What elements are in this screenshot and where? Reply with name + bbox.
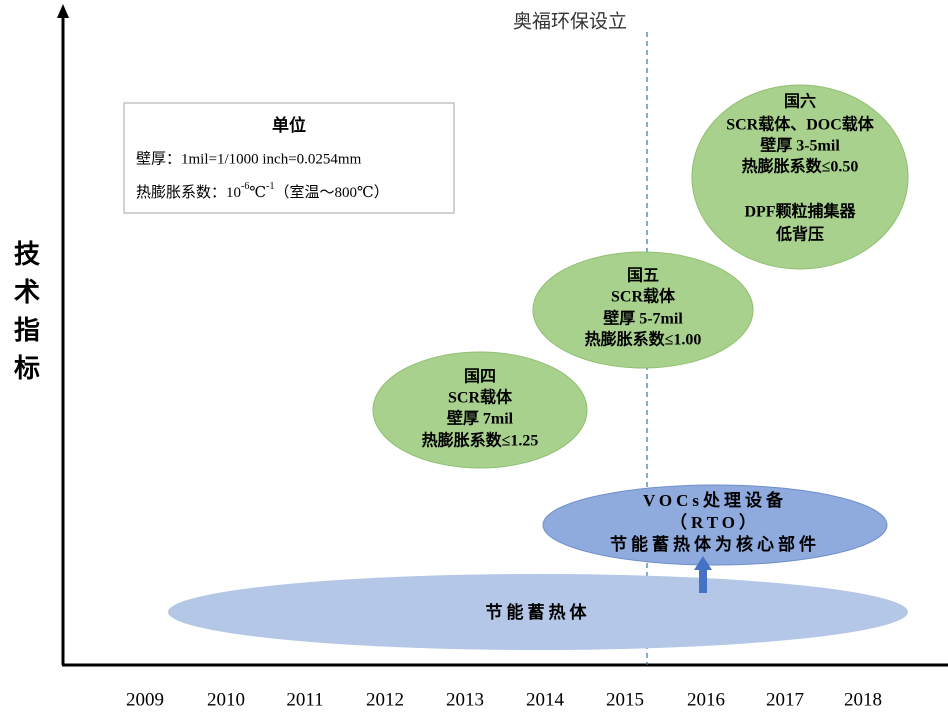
node-text: 壁厚 3-5mil (760, 136, 840, 155)
year-label: 2009 (126, 689, 164, 710)
year-label: 2010 (207, 689, 245, 710)
y-axis-arrow (57, 4, 69, 18)
cte-mid: ℃ (249, 185, 266, 201)
cte-exp1: -6 (241, 181, 249, 192)
year-label: 2017 (766, 689, 804, 710)
node-text: VOCs处理设备 (643, 490, 787, 510)
legend-title: 单位 (272, 115, 306, 135)
node-text: 国五 (627, 267, 659, 285)
guo6-ellipse (691, 84, 909, 270)
node-text: 节能蓄热体为核心部件 (610, 534, 820, 554)
node-text: 国四 (464, 368, 496, 386)
year-label: 2013 (446, 689, 484, 710)
node-text: 热膨胀系数≤0.50 (742, 157, 859, 176)
node-text: 热膨胀系数≤1.00 (585, 330, 702, 349)
y-axis-label: 技术指标 (11, 240, 40, 392)
cte-prefix: 热膨胀系数：10 (136, 184, 241, 201)
node-text: （RTO） (670, 512, 760, 532)
cte-suffix: （室温～800℃） (274, 184, 388, 201)
year-label: 2011 (286, 689, 323, 710)
node-text: 壁厚 5-7mil (603, 309, 683, 328)
milestone-label: 奥福环保设立 (513, 11, 627, 33)
node-text: 低背压 (775, 225, 824, 244)
cte-exp2: -1 (266, 181, 274, 192)
node-text: 国六 (784, 92, 816, 111)
year-label: 2018 (844, 689, 882, 710)
texts: 2009 2010 2011 2012 2013 2014 2015 2016 2017 2018… (126, 92, 882, 711)
legend-cte: 热膨胀系数：10-6℃-1（室温～800℃） (136, 181, 389, 201)
node-text: SCR载体、DOC载体 (726, 115, 875, 134)
guo5-ellipse (532, 251, 754, 369)
base-ellipse (168, 574, 908, 650)
node-text: DPF颗粒捕集器 (744, 202, 856, 221)
node-text: 节能蓄热体 (486, 602, 591, 622)
rto-ellipse (542, 484, 888, 566)
node-text: 热膨胀系数≤1.25 (422, 431, 539, 450)
guo4-ellipse (372, 351, 588, 469)
node-text: 壁厚 7mil (447, 409, 514, 428)
up-arrow-head (694, 556, 712, 570)
year-label: 2016 (687, 689, 725, 710)
year-label: 2014 (526, 689, 565, 710)
legend-wall: 壁厚：1mil=1/1000 inch=0.0254mm (136, 150, 362, 167)
year-label: 2012 (366, 689, 404, 710)
legend-box (123, 102, 455, 214)
node-text: SCR载体 (448, 388, 513, 407)
up-arrow-shaft (699, 568, 707, 593)
node-text: SCR载体 (611, 287, 676, 306)
year-label: 2015 (606, 689, 644, 710)
